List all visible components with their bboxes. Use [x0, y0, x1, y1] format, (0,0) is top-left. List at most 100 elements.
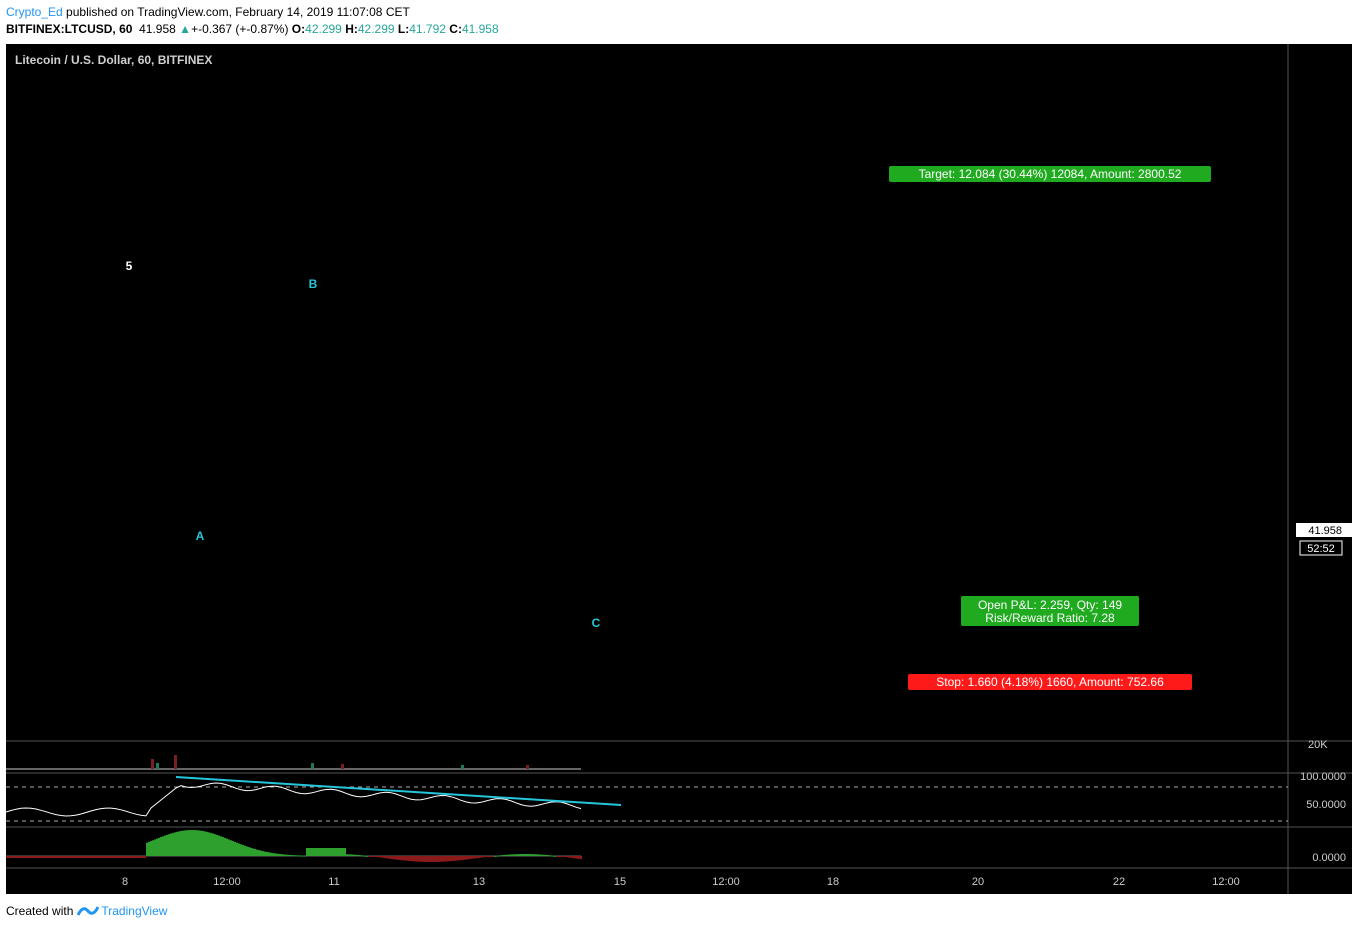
- price-change: +-0.367 (+-0.87%): [191, 22, 289, 36]
- macd-bar: [328, 848, 330, 856]
- macd-bar: [548, 855, 550, 857]
- macd-bar: [302, 855, 304, 857]
- macd-bar: [432, 856, 434, 862]
- macd-bar: [306, 848, 308, 856]
- macd-bar: [566, 856, 568, 858]
- macd-bar: [392, 856, 394, 860]
- macd-bar: [24, 856, 26, 858]
- macd-bar: [536, 854, 538, 856]
- macd-bar: [156, 838, 158, 856]
- macd-tick-label: 0.0000: [1312, 852, 1346, 864]
- macd-bar: [514, 854, 516, 856]
- volume-bar: [311, 763, 314, 769]
- time-tick-label: 12:00: [712, 876, 740, 888]
- time-tick-label: 12:00: [1212, 876, 1240, 888]
- tradingview-brand[interactable]: TradingView: [77, 904, 167, 918]
- open-label: O:: [291, 22, 306, 36]
- macd-bar: [150, 841, 152, 856]
- macd-bar: [502, 855, 504, 857]
- macd-bar: [442, 856, 444, 862]
- macd-bar: [170, 833, 172, 856]
- author-link[interactable]: Crypto_Ed: [6, 5, 63, 19]
- macd-bar: [450, 856, 452, 862]
- macd-bar: [66, 856, 68, 858]
- macd-bar: [462, 856, 464, 860]
- macd-bar: [556, 856, 558, 857]
- volume-bar: [461, 765, 464, 769]
- macd-bar: [274, 853, 276, 856]
- macd-bar: [86, 856, 88, 858]
- stop-label-box: [908, 674, 1192, 690]
- macd-bar: [308, 848, 310, 856]
- macd-bar: [280, 854, 282, 856]
- macd-bar: [498, 855, 500, 857]
- macd-bar: [578, 856, 580, 859]
- macd-bar: [448, 856, 450, 862]
- volume-bar: [174, 755, 177, 769]
- macd-bar: [214, 834, 216, 856]
- macd-bar: [454, 856, 456, 861]
- macd-bar: [180, 831, 182, 856]
- macd-bar: [268, 852, 270, 856]
- macd-bar: [146, 842, 148, 856]
- rsi-divergence-line[interactable]: [175, 776, 622, 806]
- macd-bar: [206, 831, 208, 856]
- volume-tick-label: 20K: [1308, 739, 1328, 751]
- macd-bar: [260, 850, 262, 856]
- macd-bar: [142, 856, 144, 858]
- macd-bar: [404, 856, 406, 861]
- macd-bar: [296, 855, 298, 857]
- macd-bar: [298, 855, 300, 857]
- macd-bar: [22, 856, 24, 858]
- price-chart[interactable]: Litecoin / U.S. Dollar, 60, BITFINEX 5 A B…: [5, 44, 1352, 894]
- macd-bar: [256, 849, 258, 856]
- macd-bar: [292, 855, 294, 857]
- macd-bar: [572, 856, 574, 859]
- macd-bar: [200, 830, 202, 856]
- macd-bar: [344, 848, 346, 856]
- macd-bar: [532, 854, 534, 856]
- time-tick-label: 11: [328, 876, 339, 888]
- macd-bar: [220, 836, 222, 856]
- macd-bar: [486, 856, 488, 857]
- macd-bar: [134, 856, 136, 858]
- macd-bar: [236, 842, 238, 856]
- macd-bar: [496, 855, 498, 857]
- macd-bar: [184, 830, 186, 856]
- macd-bar: [270, 852, 272, 856]
- drawings[interactable]: 5 A B C: [126, 44, 601, 630]
- last-price: 41.958: [139, 22, 176, 36]
- chart-area[interactable]: Litecoin / U.S. Dollar, 60, BITFINEX 5 A B…: [5, 44, 1352, 894]
- macd-bar: [34, 856, 36, 858]
- macd-bar: [80, 856, 82, 858]
- macd-bar: [168, 834, 170, 856]
- macd-bar: [422, 856, 424, 862]
- macd-bar: [74, 856, 76, 858]
- macd-bar: [438, 856, 440, 862]
- open-value: 42.299: [305, 22, 342, 36]
- macd-bar: [472, 856, 474, 859]
- macd-bar: [54, 856, 56, 858]
- time-tick-label: 13: [473, 876, 485, 888]
- macd-bar: [104, 856, 106, 858]
- macd-bar: [452, 856, 454, 861]
- macd-bar: [198, 830, 200, 856]
- macd-bar: [108, 856, 110, 858]
- price-axis[interactable]: 56.00055.00054.00053.00051.00050.00049.0…: [1296, 44, 1352, 864]
- macd-bar: [458, 856, 460, 861]
- macd-bar: [258, 850, 260, 856]
- macd-bar: [106, 856, 108, 858]
- macd-bar: [320, 848, 322, 856]
- macd-bar: [350, 854, 352, 856]
- macd-bar: [84, 856, 86, 858]
- macd-bar: [430, 856, 432, 862]
- macd-bar: [40, 856, 42, 858]
- time-tick-label: 8: [122, 876, 128, 888]
- pnl-box: [961, 596, 1139, 626]
- macd-bar: [28, 856, 30, 858]
- macd-bar: [42, 856, 44, 858]
- macd-bar: [488, 856, 490, 857]
- macd-bar: [446, 856, 448, 862]
- macd-bar: [336, 848, 338, 856]
- time-axis[interactable]: 8 12:00 11 13 15 12:00 18 20 22 12:00: [122, 876, 1240, 888]
